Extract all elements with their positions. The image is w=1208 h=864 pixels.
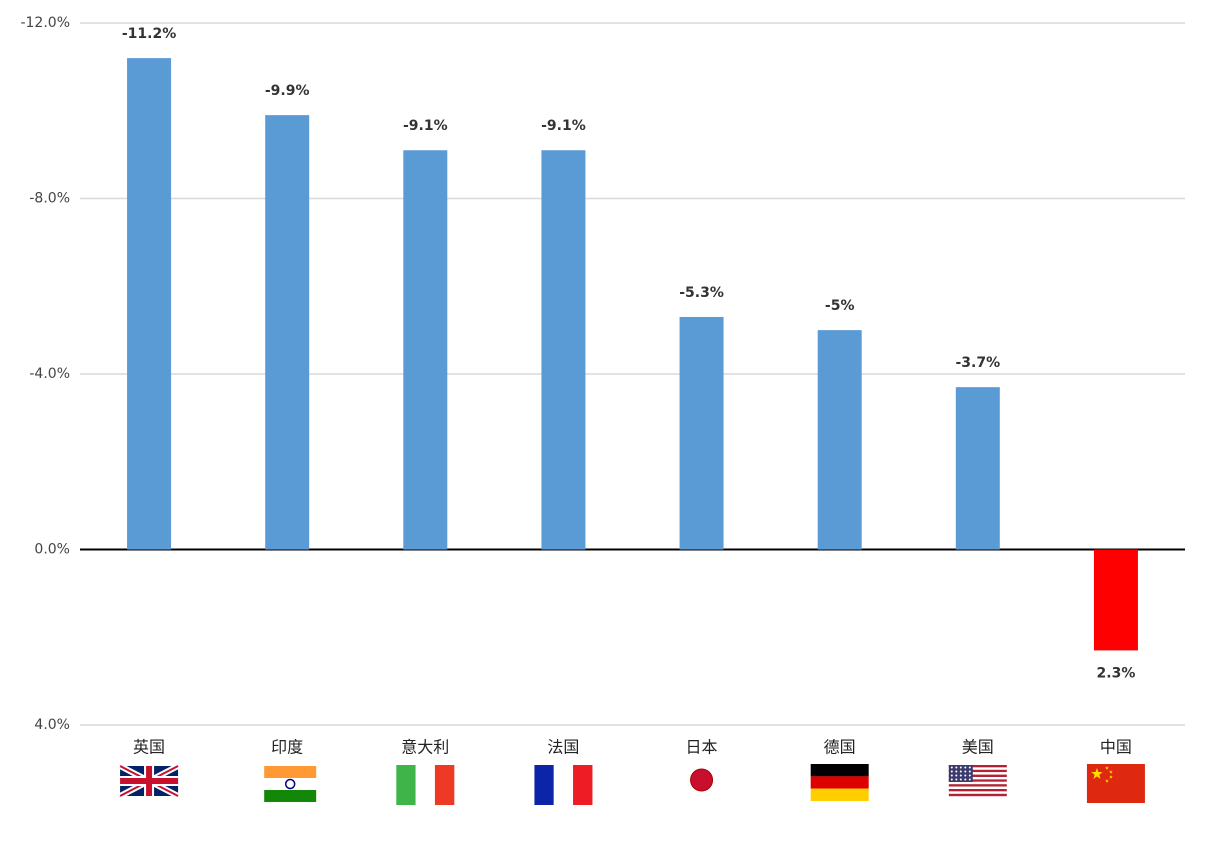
flag-part bbox=[968, 766, 971, 769]
flag-part bbox=[396, 765, 416, 805]
flag bbox=[396, 765, 455, 805]
x-tick-label: 日本 bbox=[686, 738, 718, 757]
flag-part bbox=[534, 765, 554, 805]
flag-part bbox=[810, 764, 869, 777]
x-tick-label: 英国 bbox=[133, 738, 165, 757]
flag-part bbox=[948, 774, 1007, 777]
value-label: 2.3% bbox=[1097, 665, 1136, 681]
flag-part bbox=[948, 786, 1007, 789]
flag-part bbox=[955, 774, 958, 777]
flag-part bbox=[968, 774, 971, 777]
flag-part bbox=[1091, 766, 1113, 783]
bar bbox=[127, 58, 172, 550]
flag bbox=[118, 763, 180, 799]
flag-part bbox=[948, 781, 1007, 785]
flag-part bbox=[948, 784, 1007, 787]
flag-part bbox=[964, 770, 967, 773]
x-tick-label: 中国 bbox=[1100, 738, 1132, 757]
flag-part bbox=[810, 776, 869, 789]
x-tick-label: 法国 bbox=[547, 738, 579, 757]
x-tick-label: 德国 bbox=[824, 738, 856, 757]
flag-part bbox=[434, 765, 455, 805]
flag-part bbox=[955, 778, 958, 781]
flag bbox=[264, 766, 317, 802]
y-tick-label: -8.0% bbox=[29, 191, 70, 207]
flag-part bbox=[959, 778, 962, 781]
flag-part bbox=[948, 793, 1007, 797]
flag-part bbox=[950, 774, 953, 777]
y-tick-label: -12.0% bbox=[20, 15, 70, 31]
value-label: -9.9% bbox=[265, 83, 310, 99]
flag bbox=[1086, 764, 1145, 803]
bar bbox=[1093, 549, 1138, 651]
flag-part bbox=[573, 765, 593, 805]
value-label: -5.3% bbox=[679, 285, 724, 301]
y-tick-label: 0.0% bbox=[34, 542, 70, 558]
flag-part bbox=[120, 766, 179, 796]
y-tick-label: -4.0% bbox=[29, 366, 70, 382]
flag-part bbox=[948, 769, 1007, 773]
value-label: -3.7% bbox=[955, 355, 1000, 371]
flag-part bbox=[968, 778, 971, 781]
bar bbox=[817, 330, 862, 550]
flag-part bbox=[955, 770, 958, 773]
flag-part bbox=[964, 778, 967, 781]
flag bbox=[690, 768, 714, 792]
flag-part bbox=[948, 791, 1007, 794]
bar bbox=[265, 115, 310, 550]
flag-part bbox=[264, 766, 317, 778]
bar bbox=[679, 316, 724, 550]
value-label: -5% bbox=[825, 298, 855, 314]
flag-part bbox=[1086, 764, 1145, 803]
flag bbox=[948, 765, 1007, 797]
x-tick-label: 美国 bbox=[962, 738, 994, 757]
x-tick-label: 意大利 bbox=[401, 738, 449, 757]
flag-part bbox=[948, 779, 1007, 782]
bar bbox=[403, 150, 448, 550]
value-label: -9.1% bbox=[541, 118, 586, 134]
flag-part bbox=[948, 777, 1007, 780]
flag-part bbox=[948, 765, 973, 782]
flag-part bbox=[810, 788, 869, 801]
flag-part bbox=[415, 765, 436, 805]
bar bbox=[541, 150, 586, 550]
flag bbox=[810, 764, 869, 801]
bar bbox=[955, 387, 1000, 550]
flag-part bbox=[950, 778, 953, 781]
flag-part bbox=[553, 765, 574, 805]
flag-part bbox=[964, 774, 967, 777]
value-label: -9.1% bbox=[403, 118, 448, 134]
flag-part bbox=[948, 789, 1007, 792]
flag-part bbox=[955, 766, 958, 769]
y-tick-label: 4.0% bbox=[34, 717, 70, 733]
flag-part bbox=[950, 766, 953, 769]
flag-part bbox=[264, 778, 317, 790]
value-label: -11.2% bbox=[122, 26, 176, 42]
flag-part bbox=[959, 770, 962, 773]
flag-part bbox=[959, 766, 962, 769]
flag-part bbox=[284, 778, 296, 790]
flag-part bbox=[264, 790, 317, 802]
flag-part bbox=[959, 774, 962, 777]
x-tick-label: 印度 bbox=[271, 738, 303, 757]
flag-part bbox=[948, 765, 1007, 768]
flag-part bbox=[950, 770, 953, 773]
flag-part bbox=[964, 766, 967, 769]
flag-part bbox=[948, 772, 1007, 775]
flag-part bbox=[690, 768, 714, 792]
flag-part bbox=[948, 767, 1007, 770]
flag-part bbox=[968, 770, 971, 773]
flag bbox=[534, 765, 593, 805]
